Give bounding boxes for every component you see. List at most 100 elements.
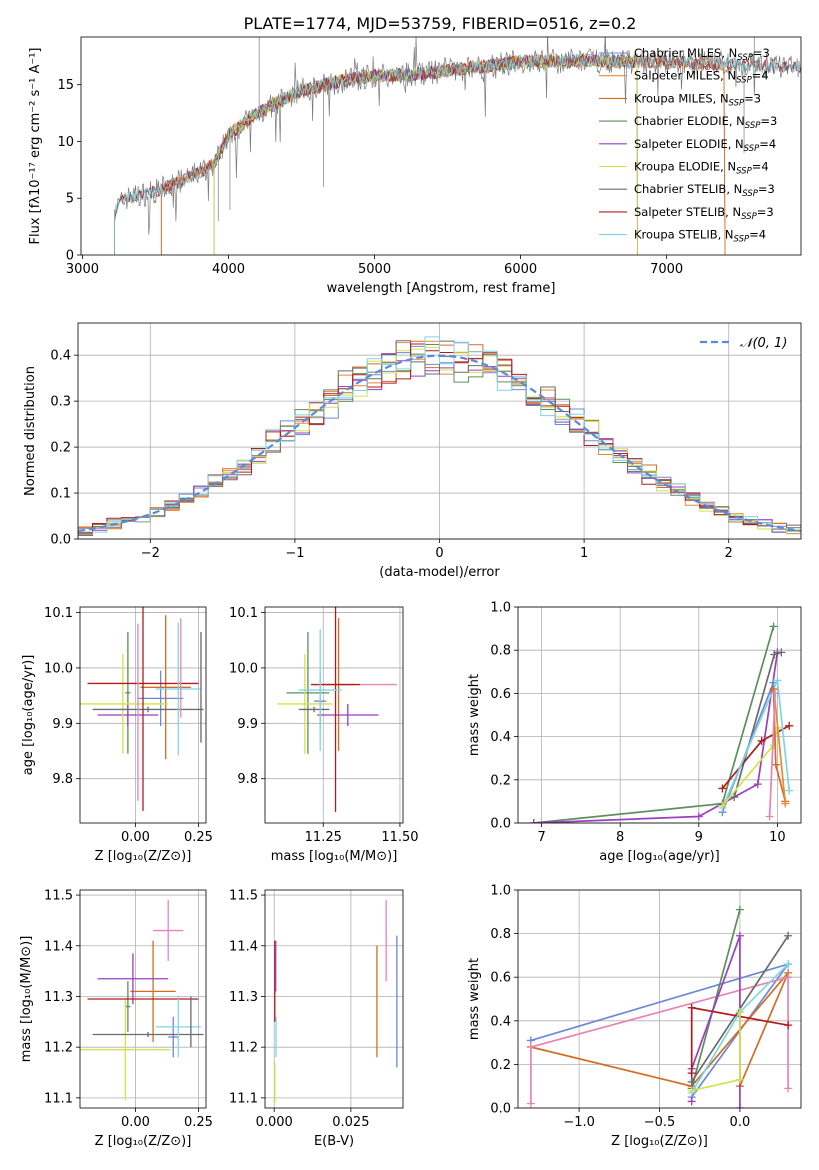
- weight-marker: [687, 1086, 696, 1095]
- weight-marker: [735, 1008, 744, 1017]
- y-tick-label: 15: [57, 78, 74, 93]
- legend-label-subscript: SSP: [742, 189, 758, 199]
- x-tick-label: 10: [769, 830, 786, 845]
- y-tick-label: 10.0: [44, 661, 73, 676]
- y-tick-label: 1.0: [490, 601, 511, 616]
- x-tick-label: 9: [695, 830, 703, 845]
- legend-label-subscript: SSP: [729, 98, 745, 108]
- legend-label-tail: =4: [759, 137, 776, 151]
- legend-label: Chabrier ELODIE, NSSP=3: [634, 114, 777, 131]
- weight-marker: [784, 973, 793, 982]
- x-tick-label: 5000: [358, 262, 391, 277]
- legend-label: 𝒩(0, 1): [740, 336, 787, 351]
- y-tick-label: 0.4: [50, 349, 71, 364]
- legend-label-tail: =3: [744, 91, 761, 105]
- weight-marker: [526, 1099, 535, 1108]
- legend-label-tail: =3: [757, 205, 774, 219]
- y-tick-label: 10: [57, 135, 74, 150]
- y-tick-label: 9.9: [237, 717, 258, 732]
- legend-label-subscript: SSP: [744, 144, 760, 154]
- y-tick-label: 0.8: [490, 644, 511, 659]
- x-tick-label: 0.25: [184, 830, 213, 845]
- y-tick-label: 0.0: [50, 533, 71, 548]
- plot-frame: [80, 36, 802, 256]
- figure-title: PLATE=1774, MJD=53759, FIBERID=0516, z=0…: [244, 14, 637, 33]
- plot-frame: [79, 606, 207, 824]
- x-tick-label: −0.5: [644, 1115, 676, 1130]
- x-axis-label: (data-model)/error: [379, 565, 500, 580]
- y-tick-label: 1.0: [490, 884, 511, 899]
- weight-marker: [784, 1021, 793, 1030]
- x-tick-label: 0.000: [256, 1115, 293, 1130]
- model-spectrum-line: [213, 53, 638, 255]
- y-tick-label: 9.8: [237, 772, 258, 787]
- y-tick-label: 0.2: [50, 441, 71, 456]
- model-spectrum-line: [160, 53, 726, 255]
- weight-marker: [769, 685, 778, 694]
- chart-age-Z: 0.00 0.25 9.8 9.9 10.0 10.1 Z [log₁₀(Z/Z⊙)] age…: [21, 606, 213, 864]
- y-tick-label: 11.5: [44, 889, 73, 904]
- weight-marker: [735, 1104, 744, 1108]
- x-tick-label: 7000: [650, 262, 683, 277]
- chart-mass-EBV: 0.000 0.025 11.1 11.2 11.3 11.4 11.5 E(B-V): [229, 889, 404, 1149]
- x-tick-label: 0.00: [121, 1115, 150, 1130]
- x-axis-label: age [log₁₀(age/yr)]: [599, 849, 720, 864]
- weight-series-line: [773, 693, 787, 804]
- y-tick-label: 9.9: [52, 717, 73, 732]
- chart-spectrum: 3000 4000 5000 6000 7000 0 5 10 15 wavelength [An…: [28, 36, 802, 296]
- y-tick-label: 11.1: [44, 1091, 73, 1106]
- weight-marker: [718, 801, 727, 810]
- weight-series-line: [533, 652, 779, 823]
- weight-marker: [771, 689, 780, 698]
- plot-area: [526, 905, 793, 1108]
- weight-marker: [687, 1003, 696, 1012]
- plot-frame: [79, 889, 207, 1109]
- y-tick-label: 0.6: [490, 687, 511, 702]
- plot-frame: [517, 889, 802, 1109]
- x-tick-label: 3000: [66, 262, 99, 277]
- legend-label-tail: =4: [752, 69, 769, 83]
- plot-frame: [77, 322, 802, 540]
- y-tick-label: 9.8: [52, 772, 73, 787]
- y-tick-label: 11.4: [44, 939, 73, 954]
- weight-marker: [781, 799, 790, 808]
- weight-marker: [735, 905, 744, 914]
- y-tick-label: 5: [66, 192, 74, 207]
- legend-label-subscript: SSP: [745, 121, 761, 131]
- x-axis-label: Z [log₁₀(Z/Z⊙)]: [611, 1134, 708, 1149]
- weight-marker: [735, 1075, 744, 1084]
- plot-area: [274, 900, 398, 1103]
- plot-frame: [264, 889, 404, 1109]
- weight-marker: [769, 622, 778, 631]
- x-tick-label: 0: [435, 546, 443, 561]
- legend-label-tail: =3: [758, 182, 775, 196]
- plot-area: [80, 607, 204, 811]
- plot-area: [80, 900, 204, 1101]
- legend-label: Kroupa MILES, NSSP=3: [634, 91, 761, 108]
- legend-label-subscript: SSP: [736, 167, 752, 177]
- y-tick-label: 11.2: [44, 1041, 73, 1056]
- plot-area: [114, 37, 801, 255]
- chart-residuals: −2 −1 0 1 2 0.0 0.1 0.2 0.3 0.4 (data-model)/error…: [23, 322, 802, 580]
- legend-label-subscript: SSP: [736, 76, 752, 86]
- y-tick-label: 11.2: [229, 1041, 258, 1056]
- y-tick-label: 11.1: [229, 1091, 258, 1106]
- weight-marker: [694, 812, 703, 821]
- x-axis-label: wavelength [Angstrom, rest frame]: [327, 281, 556, 296]
- weight-series-line: [768, 693, 776, 817]
- weight-marker: [730, 793, 739, 802]
- legend-label-subscript: SSP: [741, 212, 757, 222]
- y-tick-label: 10.1: [229, 606, 258, 621]
- legend-label: Chabrier MILES, NSSP=3: [634, 46, 770, 63]
- legend-label: Chabrier STELIB, NSSP=3: [634, 182, 775, 199]
- x-tick-label: 1: [580, 546, 588, 561]
- weight-marker: [770, 650, 779, 659]
- weight-marker: [735, 931, 744, 940]
- y-tick-label: 11.3: [44, 990, 73, 1005]
- x-tick-label: 0.25: [184, 1115, 213, 1130]
- weight-marker: [777, 648, 786, 657]
- x-tick-label: 7: [537, 830, 545, 845]
- weight-marker: [526, 1042, 535, 1051]
- weight-series-line: [530, 976, 789, 1104]
